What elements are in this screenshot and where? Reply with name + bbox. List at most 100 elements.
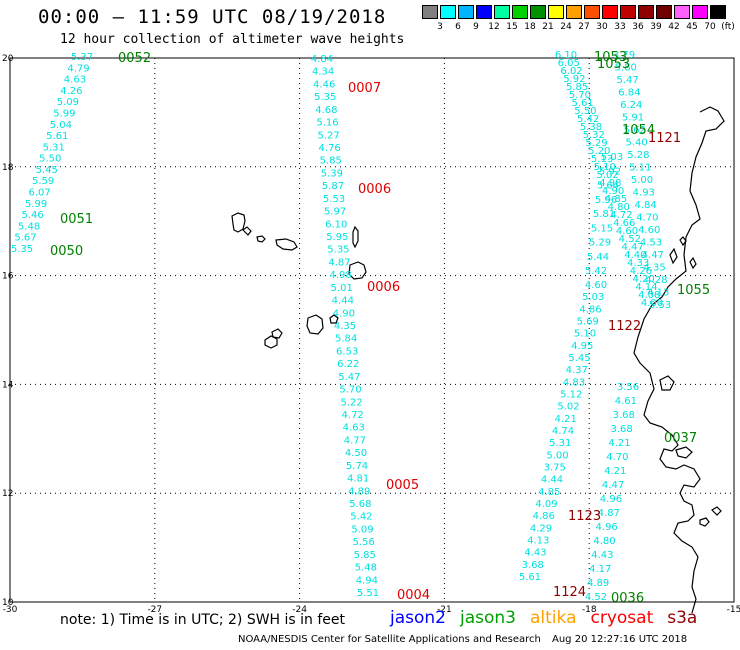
- swh-value: 4.13: [647, 288, 669, 299]
- swh-value: 5.10: [594, 162, 616, 173]
- swh-value: 6.10: [555, 50, 577, 61]
- colorbar-swatch: [494, 5, 510, 19]
- colorbar-swatch: [530, 5, 546, 19]
- river-estuary-gambia: [675, 446, 693, 459]
- pass-number-label: 0004: [397, 588, 430, 603]
- swh-value: 6.24: [620, 100, 642, 111]
- colorbar-label: 15: [506, 22, 518, 32]
- swh-value: 5.99: [53, 108, 75, 119]
- swh-value: 5.95: [326, 232, 348, 243]
- swh-value: 5.35: [314, 92, 336, 103]
- swh-value: 4.43: [591, 550, 613, 561]
- swh-value: 5.09: [57, 97, 79, 108]
- swh-value: 3.68: [610, 424, 632, 435]
- swh-value: 4.96: [596, 522, 618, 533]
- swh-value: 5.80: [615, 63, 637, 74]
- swh-value: 4.76: [319, 143, 341, 154]
- swh-value: 3.56: [617, 382, 639, 393]
- swh-value: 5.61: [572, 98, 594, 109]
- swh-value: 4.44: [541, 475, 563, 486]
- swh-value: 6.10: [325, 219, 347, 230]
- swh-value: 4.96: [600, 494, 622, 505]
- swh-value: 5.91: [622, 113, 644, 124]
- swh-value: 4.86: [579, 304, 601, 315]
- swh-value: 5.81: [593, 209, 615, 220]
- swh-value: 5.45: [568, 353, 590, 364]
- swh-value: 5.47: [616, 75, 638, 86]
- swh-value: 5.35: [327, 245, 349, 256]
- swh-value: 5.39: [321, 168, 343, 179]
- swh-value: 5.67: [14, 233, 36, 244]
- colorbar-label: 70: [704, 22, 716, 32]
- swh-value: 5.12: [560, 390, 582, 401]
- colorbar-label: 9: [473, 22, 479, 32]
- swh-value: 4.44: [332, 296, 354, 307]
- swh-value: 5.53: [323, 194, 345, 205]
- swh-value: 4.86: [533, 511, 555, 522]
- swh-value: 4.84: [311, 54, 333, 65]
- pass-number-label: 1053: [597, 57, 630, 72]
- swh-value: 5.29: [589, 238, 611, 249]
- swh-value: 4.70: [606, 452, 628, 463]
- pass-number-label: 0050: [50, 244, 83, 259]
- satellite-legend: jason2 jason3 altika cryosat s3a: [390, 608, 711, 628]
- swh-value: 5.11: [629, 163, 651, 174]
- swh-value: 5.68: [349, 499, 371, 510]
- x-tick-label: -24: [292, 605, 307, 615]
- swh-value: 4.52: [619, 234, 641, 245]
- colorbar-swatch: [710, 5, 726, 19]
- swh-value: 4.40: [624, 250, 646, 261]
- colorbar-swatch: [674, 5, 690, 19]
- river-estuary-senegal: [659, 375, 675, 391]
- pass-number-label: 0052: [118, 51, 151, 66]
- swh-value: 4.74: [552, 426, 574, 437]
- footer-timestamp: Aug 20 12:27:16 UTC 2018: [552, 634, 688, 645]
- swh-value: 5.13: [591, 154, 613, 165]
- colorbar-swatch: [458, 5, 474, 19]
- swh-value: 5.62: [624, 125, 646, 136]
- swh-value: 5.00: [631, 175, 653, 186]
- footer-credit: NOAA/NESDIS Center for Satellite Applica…: [238, 634, 541, 645]
- swh-value: 5.31: [549, 438, 571, 449]
- swh-value: 4.34: [312, 67, 334, 78]
- swh-value: 5.85: [320, 156, 342, 167]
- swh-value: 5.74: [346, 461, 368, 472]
- swh-value: 4.33: [627, 258, 649, 269]
- map-frame: [9, 57, 735, 603]
- y-tick-label: 16: [2, 272, 14, 282]
- pass-number-label: 0006: [358, 182, 391, 197]
- swh-value: 5.01: [331, 283, 353, 294]
- x-tick-label: -30: [3, 605, 18, 615]
- swh-value: 4.81: [347, 474, 369, 485]
- colorbar-label: 45: [686, 22, 698, 32]
- colorbar-swatch: [548, 5, 564, 19]
- colorbar-swatch: [476, 5, 492, 19]
- legend-item-jason2: jason2: [390, 608, 446, 628]
- swh-value: 5.10: [574, 329, 596, 340]
- swh-value: 4.17: [589, 564, 611, 575]
- swh-value: 5.28: [627, 150, 649, 161]
- legend-item-altika: altika: [530, 608, 577, 628]
- swh-value: 5.35: [11, 244, 33, 255]
- swh-value: 4.61: [615, 396, 637, 407]
- swh-value: 4.90: [333, 308, 355, 319]
- swh-value: 5.56: [352, 537, 374, 548]
- legend-item-cryosat: cryosat: [590, 608, 654, 628]
- legend-item-jason3: jason3: [460, 608, 516, 628]
- swh-value: 5.50: [39, 154, 61, 165]
- swh-value: 4.20: [633, 274, 655, 285]
- swh-value: 4.53: [640, 238, 662, 249]
- swh-value: 3.68: [522, 560, 544, 571]
- swh-value: 4.13: [527, 536, 549, 547]
- colorbar-swatch: [602, 5, 618, 19]
- swh-value: 5.42: [350, 512, 372, 523]
- swh-value: 6.02: [560, 66, 582, 77]
- swh-value: 5.04: [50, 120, 72, 131]
- legend-item-s3a: s3a: [667, 608, 698, 628]
- island-gran-canaria: [348, 261, 367, 280]
- swh-value: 4.89: [348, 486, 370, 497]
- swh-value: 4.83: [563, 377, 585, 388]
- colorbar-label: 21: [542, 22, 554, 32]
- swh-value: 5.97: [324, 207, 346, 218]
- pass-number-label: 0037: [664, 431, 697, 446]
